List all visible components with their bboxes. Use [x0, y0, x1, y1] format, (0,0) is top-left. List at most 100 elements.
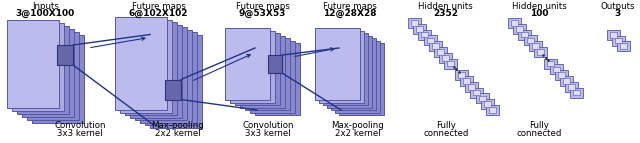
Bar: [481, 99, 494, 109]
Bar: [437, 49, 444, 55]
Bar: [235, 33, 280, 105]
Bar: [323, 33, 368, 105]
Bar: [12, 23, 64, 111]
Bar: [339, 43, 384, 115]
Bar: [419, 30, 431, 40]
Bar: [150, 34, 202, 128]
Bar: [424, 35, 436, 45]
Text: connected: connected: [423, 129, 468, 138]
Bar: [484, 101, 491, 107]
Bar: [565, 82, 578, 92]
Bar: [474, 90, 481, 95]
Bar: [607, 30, 620, 40]
Bar: [7, 20, 59, 108]
Text: Convolution: Convolution: [54, 121, 106, 130]
Text: connected: connected: [516, 129, 562, 138]
Bar: [545, 59, 557, 69]
Bar: [527, 38, 534, 43]
Bar: [458, 73, 465, 78]
Text: Future maps: Future maps: [132, 2, 186, 11]
Bar: [560, 76, 573, 86]
Text: 100: 100: [530, 9, 548, 18]
Bar: [442, 55, 449, 60]
Bar: [610, 32, 617, 38]
Text: Inputs: Inputs: [32, 2, 59, 11]
Bar: [315, 28, 360, 100]
Bar: [537, 49, 544, 55]
Bar: [447, 61, 454, 66]
Bar: [426, 38, 434, 43]
Bar: [529, 41, 542, 51]
Text: 2x2 kernel: 2x2 kernel: [155, 129, 201, 138]
Bar: [255, 43, 300, 115]
Bar: [555, 70, 568, 80]
Bar: [115, 17, 167, 110]
Bar: [411, 20, 418, 26]
Bar: [434, 47, 447, 57]
Text: 2352: 2352: [433, 9, 458, 18]
Bar: [570, 88, 584, 98]
Bar: [327, 35, 372, 108]
Text: 2x2 kernel: 2x2 kernel: [335, 129, 381, 138]
Text: 3x3 kernel: 3x3 kernel: [245, 129, 291, 138]
Bar: [465, 82, 478, 92]
Bar: [522, 32, 529, 37]
Bar: [432, 43, 439, 49]
Text: Fully: Fully: [436, 121, 456, 130]
Bar: [429, 41, 442, 51]
Bar: [240, 35, 285, 108]
Bar: [230, 30, 275, 103]
Bar: [444, 59, 458, 69]
Text: 9@53X53: 9@53X53: [239, 9, 286, 18]
Bar: [331, 38, 376, 110]
Bar: [620, 43, 627, 49]
Bar: [335, 40, 380, 113]
Bar: [486, 105, 499, 115]
Bar: [516, 26, 524, 32]
Bar: [125, 22, 177, 115]
Bar: [421, 32, 428, 37]
Bar: [319, 30, 364, 103]
Bar: [573, 90, 580, 95]
Bar: [135, 27, 187, 120]
Bar: [479, 96, 486, 101]
Text: Convolution: Convolution: [243, 121, 294, 130]
Bar: [489, 107, 496, 113]
Bar: [130, 24, 182, 118]
Bar: [165, 80, 181, 100]
Bar: [513, 24, 526, 34]
Bar: [518, 30, 531, 40]
Bar: [17, 26, 69, 114]
Bar: [408, 18, 421, 28]
Bar: [57, 45, 73, 65]
Text: 3@100X100: 3@100X100: [16, 9, 75, 18]
Bar: [511, 20, 518, 26]
Bar: [476, 93, 488, 103]
Bar: [27, 32, 79, 120]
Bar: [120, 19, 172, 113]
Text: Future maps: Future maps: [323, 2, 376, 11]
Bar: [413, 24, 426, 34]
Bar: [534, 47, 547, 57]
Bar: [568, 84, 575, 90]
Bar: [550, 64, 563, 74]
Bar: [225, 28, 270, 100]
Text: Max-pooling: Max-pooling: [152, 121, 204, 130]
Text: Future maps: Future maps: [236, 2, 289, 11]
Text: Hidden units: Hidden units: [512, 2, 567, 11]
Bar: [532, 43, 539, 49]
Bar: [524, 35, 536, 45]
Bar: [22, 29, 74, 117]
Text: 6@102X102: 6@102X102: [129, 9, 188, 18]
Bar: [468, 84, 476, 90]
Bar: [463, 78, 470, 84]
Bar: [145, 32, 197, 125]
Bar: [615, 38, 622, 43]
Bar: [552, 67, 559, 72]
Bar: [32, 35, 84, 123]
Bar: [460, 76, 473, 86]
Text: Max-pooling: Max-pooling: [332, 121, 385, 130]
Bar: [439, 53, 452, 63]
Bar: [455, 70, 468, 80]
Bar: [268, 55, 282, 73]
